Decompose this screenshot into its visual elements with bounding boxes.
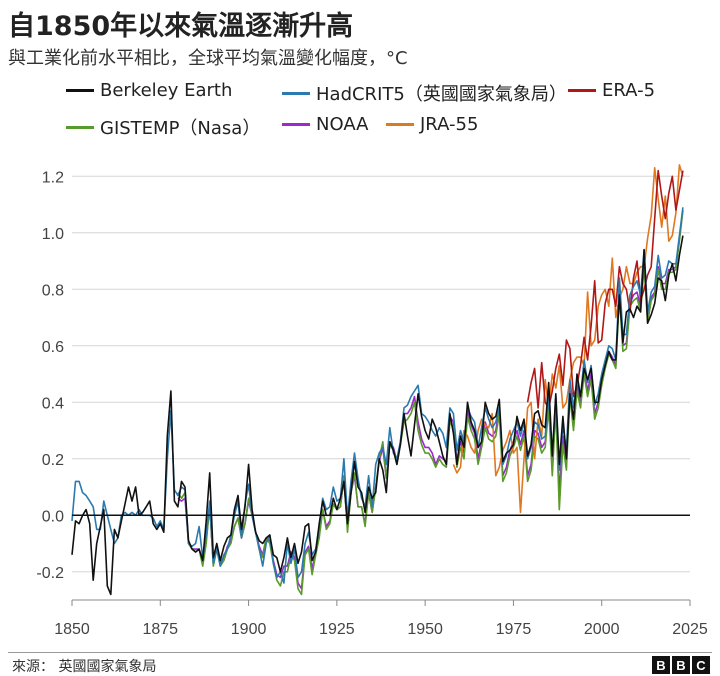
legend-label-jra55: JRA-55 <box>420 114 479 135</box>
legend-label-berkeley: Berkeley Earth <box>100 80 233 101</box>
bbc-logo: B B C <box>652 656 710 674</box>
footer-divider <box>8 652 712 653</box>
legend-swatch-jra55 <box>386 123 414 126</box>
y-tick-label: 0.8 <box>42 282 64 299</box>
y-tick-label: 0.6 <box>42 339 64 356</box>
series-line-4 <box>177 210 684 590</box>
legend-item-jra55: JRA-55 <box>386 114 478 135</box>
legend-swatch-hadcrit5 <box>282 91 310 95</box>
legend-item-berkeley: Berkeley Earth <box>66 80 232 101</box>
logo-letter: B <box>652 656 670 674</box>
legend-swatch-noaa <box>282 123 310 126</box>
series-line-5 <box>452 164 684 514</box>
x-tick-label: 1975 <box>496 621 532 638</box>
legend-item-hadcrit5: HadCRIT5（英國國家氣象局） <box>282 80 567 106</box>
x-tick-label: 1950 <box>407 621 443 638</box>
legend-swatch-era5 <box>568 89 596 92</box>
x-tick-label: 1900 <box>231 621 267 638</box>
legend-label-hadcrit5: HadCRIT5（英國國家氣象局） <box>316 84 567 105</box>
y-tick-label: 0.4 <box>42 395 64 412</box>
logo-letter: C <box>692 656 710 674</box>
legend-label-noaa: NOAA <box>316 114 369 135</box>
x-tick-label: 1850 <box>54 621 90 638</box>
y-tick-label: 0.0 <box>42 508 64 525</box>
series-line-3 <box>177 210 684 596</box>
legend-label-era5: ERA-5 <box>602 80 656 101</box>
y-tick-label: 1.0 <box>42 226 64 243</box>
page-subtitle: 與工業化前水平相比，全球平均氣溫變化幅度，°C <box>8 48 408 69</box>
y-tick-label: 0.2 <box>42 452 64 469</box>
x-tick-label: 2000 <box>584 621 620 638</box>
legend-item-noaa: NOAA <box>282 114 368 135</box>
x-tick-label: 1875 <box>142 621 178 638</box>
x-tick-label: 1925 <box>319 621 355 638</box>
legend-label-gistemp: GISTEMP（Nasa） <box>100 118 261 139</box>
x-tick-label: 2025 <box>672 621 708 638</box>
page-title: 自1850年以來氣溫逐漸升高 <box>8 11 354 42</box>
logo-letter: B <box>672 656 690 674</box>
legend-item-era5: ERA-5 <box>568 80 655 101</box>
legend-item-gistemp: GISTEMP（Nasa） <box>66 114 260 140</box>
legend-swatch-gistemp <box>66 125 94 129</box>
source-note: 來源： 英國國家氣象局 <box>12 659 157 675</box>
legend-swatch-berkeley <box>66 89 94 92</box>
series-line-2 <box>526 169 684 409</box>
y-tick-label: -0.2 <box>36 565 64 582</box>
y-tick-label: 1.2 <box>42 169 64 186</box>
series-line-0 <box>71 235 684 596</box>
